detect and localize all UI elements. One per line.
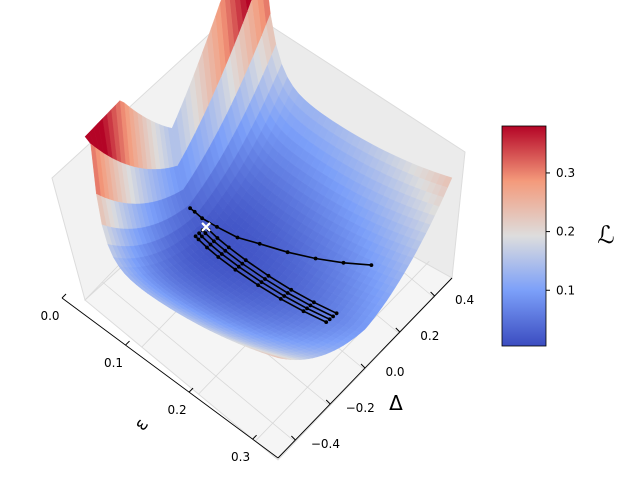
trajectory-point	[334, 311, 339, 316]
colorbar: 0.1 0.2 0.3 ℒ	[501, 125, 615, 347]
trajectories	[188, 206, 374, 324]
trajectory-point	[226, 245, 231, 250]
trajectory-point	[233, 267, 238, 272]
trajectory-point	[205, 245, 209, 250]
trajectory-point	[203, 231, 208, 236]
grid-line-delta	[102, 281, 296, 443]
trajectory-point	[235, 235, 240, 240]
trajectory-point	[278, 297, 283, 301]
trajectory-point	[240, 261, 245, 266]
trajectory-point	[324, 320, 329, 324]
trajectory-point	[188, 206, 193, 211]
trajectory-point	[305, 306, 309, 311]
trajectory-point	[285, 250, 290, 255]
colorbar-gradient	[501, 125, 547, 347]
trajectory-point	[208, 242, 213, 247]
delta-tick	[395, 327, 401, 333]
delta-tick	[325, 399, 331, 405]
colorbar-tick-label: 0.2	[556, 225, 575, 239]
trajectory-point	[308, 303, 313, 308]
trajectory-point	[223, 248, 228, 253]
trajectory-point	[192, 209, 197, 214]
epsilon-axis-label: ε	[130, 415, 153, 435]
epsilon-axis-line	[61, 297, 279, 459]
trajectory-point	[212, 239, 216, 244]
trajectory-point	[219, 252, 224, 256]
trajectory-point	[369, 263, 374, 267]
delta-axis-label: Δ	[389, 391, 403, 415]
minimum-marker	[201, 222, 211, 232]
trajectory-point	[341, 260, 346, 265]
trajectory-1	[189, 207, 372, 266]
trajectory-point	[256, 283, 260, 287]
trajectory-point	[215, 225, 219, 229]
trajectory-point	[327, 317, 332, 322]
trajectory-point	[313, 256, 318, 261]
trajectory-point	[216, 255, 221, 259]
epsilon-tick-label: 0.1	[104, 356, 123, 370]
trajectory-point	[243, 258, 248, 263]
epsilon-tick	[188, 387, 194, 393]
delta-tick-label: −0.4	[311, 437, 340, 451]
epsilon-tick	[125, 340, 130, 346]
delta-tick-label: −0.2	[346, 401, 375, 415]
delta-tick	[360, 363, 366, 369]
delta-ticks: −0.4 −0.2 0.0 0.2 0.4	[291, 291, 474, 451]
delta-tick	[430, 291, 435, 297]
epsilon-ticks: 0.0 0.1 0.2 0.3	[40, 293, 257, 464]
loss-surface	[84, 0, 453, 361]
colorbar-tick-label: 0.1	[556, 283, 575, 297]
trajectory-point	[285, 291, 290, 295]
trajectory-point	[282, 294, 287, 298]
epsilon-tick-label: 0.3	[231, 450, 250, 464]
delta-tick-label: 0.2	[420, 329, 439, 343]
trajectory-point	[196, 237, 201, 242]
colorbar-label: ℒ	[597, 221, 614, 249]
epsilon-tick-label: 0.0	[40, 309, 59, 323]
trajectory-point	[331, 314, 335, 319]
trajectory-point	[236, 264, 241, 269]
trajectory-point	[200, 216, 205, 221]
trajectory-point	[197, 231, 202, 236]
epsilon-tick	[252, 434, 257, 440]
trajectory-point	[193, 234, 198, 239]
colorbar-ticks: 0.1 0.2 0.3	[546, 166, 575, 297]
trajectory-point	[301, 309, 306, 314]
trajectory-point	[312, 300, 316, 305]
delta-tick-label: 0.4	[455, 293, 474, 307]
trajectory-point	[263, 277, 267, 281]
trajectory-point	[200, 234, 204, 239]
trajectory-point	[257, 241, 262, 246]
surface-patch	[272, 355, 283, 359]
delta-tick-label: 0.0	[385, 365, 404, 379]
epsilon-tick-label: 0.2	[168, 403, 187, 417]
trajectory-point	[259, 280, 264, 284]
trajectory-point	[289, 287, 294, 292]
delta-tick	[291, 435, 296, 441]
colorbar-tick-label: 0.3	[556, 166, 575, 180]
trajectory-point	[266, 273, 271, 278]
epsilon-tick	[61, 293, 67, 299]
trajectory-point	[215, 236, 220, 240]
